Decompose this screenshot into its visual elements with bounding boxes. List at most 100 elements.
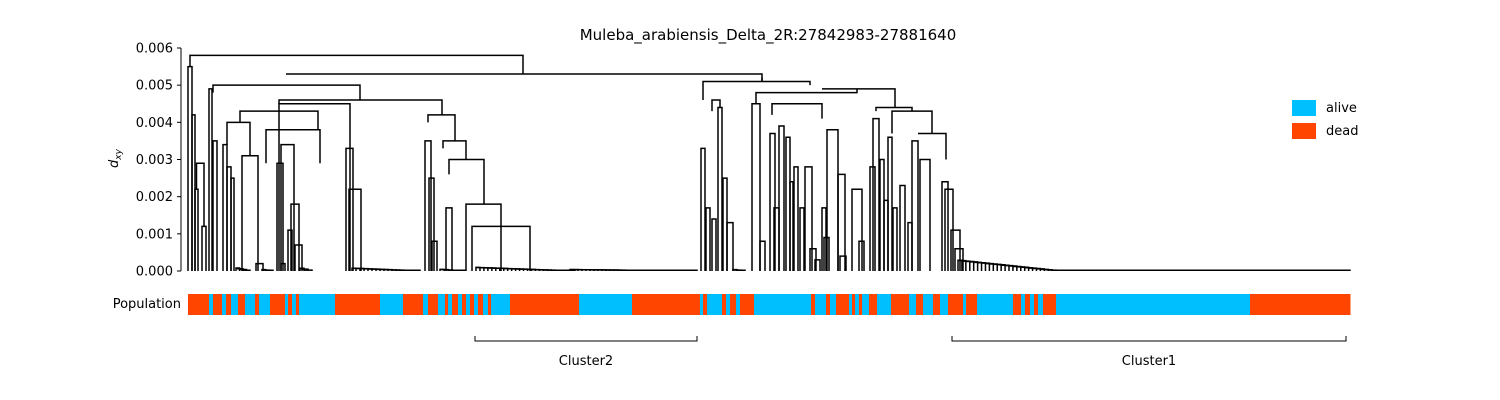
population-segment-alive	[491, 294, 511, 315]
population-segment-dead	[488, 294, 492, 315]
population-segment-alive	[909, 294, 917, 315]
population-segment-dead	[226, 294, 232, 315]
dendrogram-link	[872, 117, 880, 271]
population-segment-alive	[458, 294, 463, 315]
dendrogram-link	[1012, 265, 1022, 271]
dendrogram-link	[705, 207, 711, 271]
dendrogram-link	[950, 229, 961, 271]
y-tick-label: 0.003	[136, 153, 173, 168]
dendrogram-link	[278, 103, 351, 271]
population-segment-alive	[1038, 294, 1044, 315]
dendrogram-link	[755, 88, 858, 104]
population-segment-alive	[736, 294, 741, 315]
dendrogram-link	[899, 184, 906, 271]
population-segment-alive	[285, 294, 289, 315]
cluster-2-bracket: Cluster2	[474, 336, 698, 369]
dendrogram-link	[887, 136, 893, 271]
population-label: Population	[113, 297, 181, 312]
dendrogram-links	[187, 54, 1351, 272]
population-segment-alive	[881, 294, 892, 315]
dendrogram-link	[1342, 269, 1351, 272]
dendrogram-link	[918, 132, 947, 160]
population-segment-dead	[428, 294, 439, 315]
dendrogram-link	[412, 269, 421, 272]
population-segment-alive	[579, 294, 633, 315]
dendrogram-link	[875, 106, 913, 112]
population-segment-dead	[478, 294, 484, 315]
dendrogram-link	[280, 143, 295, 271]
population-segment-dead	[632, 294, 701, 315]
population-segment-dead	[270, 294, 286, 315]
population-segment-dead	[536, 294, 580, 315]
dendrogram-link	[771, 103, 823, 119]
dendrogram-link	[286, 73, 763, 82]
dendrogram-link	[431, 240, 438, 271]
dendrogram-link	[427, 114, 456, 141]
population-segment-dead	[859, 294, 863, 315]
y-tick-label: 0.002	[136, 190, 173, 205]
population-segment-alive	[259, 294, 271, 315]
population-segment-alive	[754, 294, 798, 315]
population-segment-alive	[466, 294, 471, 315]
population-segment-dead	[933, 294, 941, 315]
cluster-2-label: Cluster2	[559, 354, 613, 369]
dendrogram-link	[837, 173, 846, 271]
dendrogram-link	[793, 166, 799, 271]
dendrogram-link	[278, 99, 443, 115]
population-segment-alive	[830, 294, 837, 315]
legend-swatch-dead	[1292, 123, 1316, 139]
dendrogram-link	[445, 207, 453, 271]
dendrogram-link	[851, 188, 863, 271]
legend-label-dead: dead	[1326, 124, 1358, 139]
population-segment-dead	[1025, 294, 1031, 315]
population-segment-dead	[730, 294, 737, 315]
dendrogram-link	[255, 262, 264, 271]
dendrogram-link	[778, 125, 785, 271]
dendrogram-link	[194, 188, 199, 271]
population-segment-alive	[380, 294, 404, 315]
y-axis: 0.000 0.001 0.002 0.003 0.004 0.005 0.006 dxy	[107, 42, 182, 280]
dendrogram-link	[711, 218, 717, 271]
population-segment-dead	[852, 294, 856, 315]
dendrogram-link	[919, 158, 931, 271]
population-segment-dead	[1043, 294, 1057, 315]
legend-label-alive: alive	[1326, 101, 1357, 116]
dendrogram-link	[304, 269, 313, 271]
dendrogram-link	[804, 166, 813, 271]
population-segment-alive	[797, 294, 812, 315]
dendrogram-link	[195, 162, 205, 227]
population-segment-dead	[296, 294, 300, 315]
dendrogram-link	[814, 259, 821, 271]
y-tick-label: 0.001	[136, 227, 173, 242]
population-segment-dead	[740, 294, 755, 315]
dendrogram-link	[858, 240, 865, 271]
y-tick-label: 0.005	[136, 79, 173, 94]
dendrogram-link	[212, 140, 218, 271]
dendrogram-link	[424, 140, 432, 271]
dendrogram-link	[290, 203, 300, 271]
population-segment-alive	[849, 294, 853, 315]
population-segment-dead	[966, 294, 978, 315]
y-tick-label: 0.000	[136, 265, 173, 280]
population-segment-dead	[403, 294, 424, 315]
dendrogram-link	[1023, 266, 1034, 271]
cluster-1-bracket: Cluster1	[951, 336, 1347, 369]
population-segment-alive	[862, 294, 870, 315]
population-segment-dead	[948, 294, 964, 315]
dendrogram-link	[700, 147, 706, 271]
legend-swatch-alive	[1292, 100, 1316, 116]
population-segment-dead	[452, 294, 459, 315]
dendrogram-link	[241, 155, 259, 271]
dendrogram-link	[751, 103, 761, 271]
population-segment-alive	[815, 294, 827, 315]
dendrogram-link	[702, 80, 811, 101]
dendrogram-link	[265, 269, 274, 272]
cluster-2-bracket-line	[474, 336, 698, 342]
y-ticks: 0.000 0.001 0.002 0.003 0.004 0.005 0.006	[136, 42, 181, 280]
dendrogram-link	[769, 132, 776, 271]
dendrogram-link	[821, 207, 827, 271]
population-segment-alive	[940, 294, 949, 315]
y-tick-label: 0.006	[136, 42, 173, 57]
dendrogram-link	[276, 162, 284, 271]
